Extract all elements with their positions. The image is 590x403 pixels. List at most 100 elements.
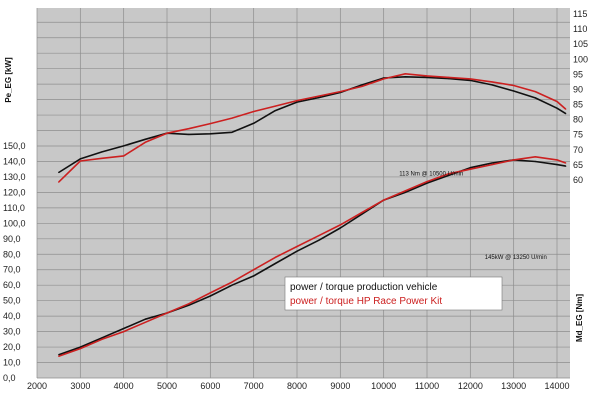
- left-tick-label: 30,0: [3, 327, 21, 337]
- data-point: [253, 110, 255, 113]
- data-point: [469, 167, 471, 169]
- data-point: [209, 123, 211, 125]
- left-tick-label: 70,0: [3, 265, 21, 275]
- right-tick-label: 85: [573, 100, 583, 110]
- data-point: [404, 190, 406, 192]
- legend-entry-production: power / torque production vehicle: [290, 282, 438, 293]
- x-tick-label: 10000: [371, 381, 396, 391]
- data-point: [534, 91, 536, 93]
- data-point: [469, 78, 471, 80]
- data-point: [491, 81, 493, 83]
- annotation-max-torque: 113 Nm @ 10500 U/min: [399, 171, 463, 177]
- data-point: [253, 122, 255, 124]
- x-tick-label: 5000: [157, 381, 177, 391]
- data-point: [318, 95, 320, 97]
- data-point: [231, 117, 233, 119]
- left-tick-label: 20,0: [3, 342, 21, 352]
- x-tick-label: 12000: [458, 381, 483, 391]
- left-tick-label: 0,0: [3, 373, 16, 383]
- data-point: [361, 85, 363, 87]
- left-tick-label: 90,0: [3, 234, 21, 244]
- data-point: [404, 73, 406, 75]
- x-tick-label: 14000: [544, 381, 569, 391]
- right-tick-label: 115: [573, 9, 587, 19]
- right-tick-label: 105: [573, 39, 588, 49]
- x-tick-label: 4000: [114, 381, 134, 391]
- data-point: [253, 269, 255, 271]
- data-point: [144, 318, 146, 320]
- data-point: [448, 78, 450, 80]
- data-point: [426, 75, 428, 77]
- data-point: [491, 84, 493, 86]
- annotation-max-power: 145kW @ 13250 U/min: [485, 255, 547, 261]
- data-point: [404, 191, 406, 193]
- data-point: [209, 133, 211, 135]
- data-point: [296, 101, 298, 103]
- right-axis-title: Md_EG [Nm]: [575, 294, 584, 342]
- data-point: [58, 354, 60, 356]
- data-point: [491, 164, 493, 166]
- data-point: [188, 304, 190, 306]
- data-point: [166, 132, 168, 134]
- plot-area: [37, 8, 570, 378]
- data-point: [296, 250, 298, 252]
- data-point: [123, 145, 125, 147]
- data-point: [101, 338, 103, 340]
- ticks-layer: 2000 3000 4000 5000 6000 7000 8000 9000 10000 110…: [3, 9, 588, 391]
- data-point: [58, 171, 60, 174]
- left-tick-label: 100,0: [3, 218, 26, 228]
- data-point: [58, 181, 60, 183]
- data-point: [144, 141, 146, 143]
- data-point: [253, 275, 255, 277]
- data-point: [426, 76, 428, 78]
- left-tick-label: 50,0: [3, 296, 21, 306]
- data-point: [296, 100, 298, 102]
- data-point: [339, 227, 341, 229]
- data-point: [361, 211, 363, 214]
- right-tick-label: 90: [573, 84, 583, 94]
- data-point: [534, 156, 536, 158]
- left-tick-label: 150,0: [3, 141, 26, 151]
- x-tick-label: 2000: [27, 381, 47, 391]
- data-point: [513, 159, 515, 161]
- data-point: [404, 76, 406, 78]
- data-point: [101, 337, 103, 339]
- data-point: [361, 84, 363, 86]
- x-tick-label: 3000: [70, 381, 90, 391]
- legend-box: [284, 276, 503, 311]
- data-point: [101, 151, 103, 153]
- data-point: [534, 160, 536, 163]
- right-tick-label: 60: [573, 175, 583, 185]
- data-point: [123, 331, 125, 333]
- data-point: [166, 312, 168, 314]
- data-point: [383, 199, 385, 201]
- data-point: [274, 105, 276, 107]
- data-point: [318, 97, 320, 99]
- data-point: [383, 78, 385, 80]
- data-point: [565, 113, 567, 115]
- data-point: [491, 162, 493, 164]
- data-point: [565, 108, 567, 110]
- right-tick-label: 70: [573, 145, 583, 155]
- data-point: [79, 158, 81, 160]
- data-point: [469, 168, 471, 170]
- right-tick-label: 110: [573, 24, 587, 34]
- data-point: [144, 138, 146, 140]
- data-point: [426, 182, 428, 184]
- data-point: [209, 295, 211, 297]
- data-point: [123, 155, 125, 157]
- data-point: [448, 173, 450, 175]
- data-point: [79, 346, 81, 348]
- left-tick-label: 80,0: [3, 249, 21, 259]
- x-tick-label: 13000: [501, 381, 526, 391]
- data-point: [556, 107, 558, 109]
- data-point: [469, 79, 471, 81]
- data-point: [565, 162, 567, 164]
- left-tick-label: 130,0: [3, 172, 26, 182]
- right-tick-label: 80: [573, 115, 583, 125]
- data-point: [448, 174, 450, 176]
- series-layer: [58, 73, 567, 358]
- data-point: [231, 281, 233, 283]
- left-tick-label: 60,0: [3, 280, 21, 290]
- data-point: [339, 91, 341, 93]
